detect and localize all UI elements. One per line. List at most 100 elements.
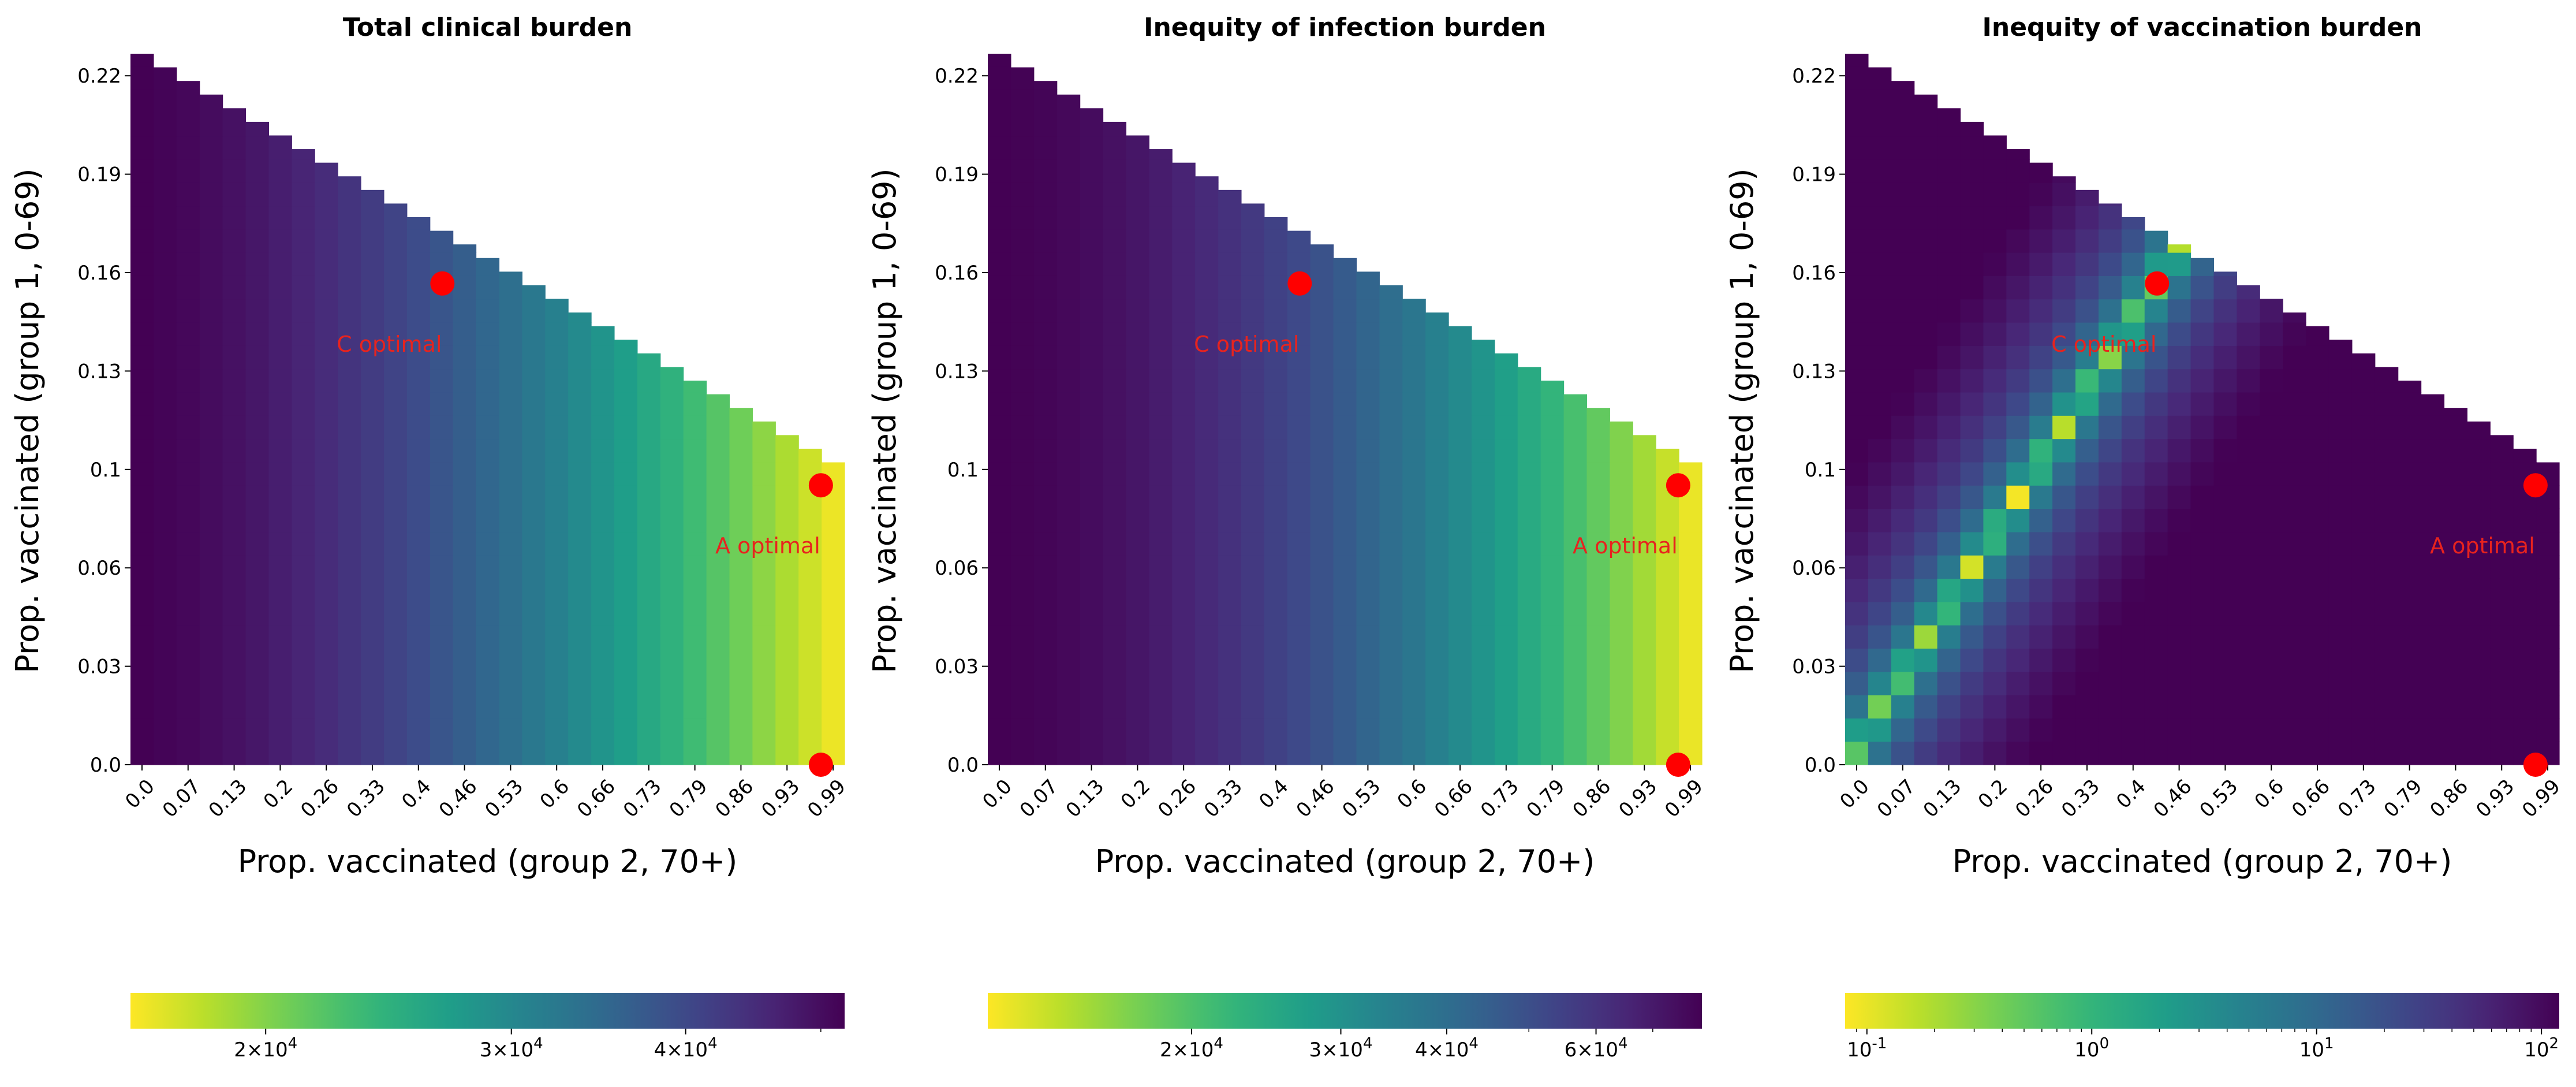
heatmap-cell <box>683 578 707 602</box>
x-tick-label: 0.86 <box>2426 775 2473 822</box>
heatmap-cell <box>2006 345 2030 370</box>
heatmap-cell <box>1033 113 1058 137</box>
heatmap-cell <box>361 578 384 602</box>
heatmap-cell <box>1937 671 1961 695</box>
heatmap-cell <box>2421 555 2445 579</box>
heatmap-cell <box>2421 461 2445 486</box>
heatmap-cell <box>130 206 154 230</box>
heatmap-cell <box>292 555 315 579</box>
heatmap-cell <box>1264 345 1288 370</box>
heatmap-cell <box>660 508 684 533</box>
heatmap-cell <box>1425 368 1449 393</box>
heatmap-cell <box>1937 648 1961 672</box>
heatmap-cell <box>2467 741 2491 765</box>
heatmap-cell <box>199 299 223 323</box>
heatmap-cell <box>1960 229 1984 253</box>
heatmap-cell <box>2444 578 2467 602</box>
heatmap-cell <box>406 648 431 672</box>
heatmap-cell <box>2490 555 2514 579</box>
heatmap-cell <box>176 485 200 509</box>
heatmap-cell <box>2421 671 2445 695</box>
heatmap-cell <box>199 531 223 556</box>
heatmap-cell <box>476 368 500 393</box>
heatmap-cell <box>222 183 247 207</box>
heatmap-cell <box>988 299 1011 323</box>
heatmap-cell <box>1080 322 1104 346</box>
heatmap-cell <box>2006 741 2030 765</box>
heatmap-cell <box>1195 415 1219 440</box>
heatmap-cell <box>1891 229 1915 253</box>
heatmap-cell <box>1540 380 1565 393</box>
heatmap-cell <box>2098 718 2122 742</box>
heatmap-cell <box>222 578 247 602</box>
heatmap-cell <box>637 555 661 579</box>
heatmap-cell <box>1845 461 1869 486</box>
x-tick-label: 0.53 <box>2195 775 2242 822</box>
heatmap-cell <box>430 578 454 602</box>
heatmap-cell <box>1010 625 1035 649</box>
heatmap-cell <box>752 601 776 626</box>
heatmap-cell <box>637 485 661 509</box>
heatmap-cell <box>245 415 270 440</box>
heatmap-cell <box>1172 368 1196 393</box>
colorbar: 10-1 100 101 102 <box>1845 993 2559 1062</box>
heatmap-cell <box>199 206 223 230</box>
heatmap-cell <box>1218 276 1242 300</box>
heatmap-cell <box>1287 461 1311 486</box>
heatmap-cell <box>406 718 431 742</box>
heatmap-cell <box>130 345 154 370</box>
heatmap-cell <box>2375 368 2399 393</box>
heatmap-cell <box>430 508 454 533</box>
heatmap-cell <box>1845 113 1869 137</box>
heatmap-cell <box>153 485 177 509</box>
heatmap-cell <box>2144 508 2168 533</box>
heatmap-cell <box>453 276 477 300</box>
heatmap-cell <box>130 741 154 765</box>
heatmap-cell <box>2213 601 2237 626</box>
heatmap-cell <box>1937 108 1961 113</box>
heatmap-cell <box>2006 531 2030 556</box>
heatmap-cell <box>2190 695 2215 719</box>
heatmap-cell <box>268 415 292 440</box>
heatmap-cell <box>683 380 707 393</box>
heatmap-cell <box>430 485 454 509</box>
heatmap-cell <box>2052 671 2076 695</box>
heatmap-cell <box>1218 555 1242 579</box>
heatmap-cell <box>1356 601 1380 626</box>
heatmap-cell <box>614 345 638 370</box>
heatmap-cell <box>1891 555 1915 579</box>
optimal-annotation: C optimal <box>2051 332 2156 357</box>
y-tick-labels: 0.00.030.060.10.130.160.190.22 <box>935 65 988 777</box>
heatmap-cell <box>2121 485 2145 509</box>
heatmap-cell <box>153 89 177 113</box>
heatmap-cell <box>1983 718 2007 742</box>
heatmap-cell <box>1540 648 1565 672</box>
heatmap-cell <box>499 625 522 649</box>
heatmap-cell <box>1891 322 1915 346</box>
heatmap-cell <box>1010 718 1035 742</box>
heatmap-cell <box>2052 252 2076 276</box>
heatmap-cell <box>2213 485 2237 509</box>
heatmap-cell <box>2260 625 2283 649</box>
heatmap-cell <box>1960 625 1984 649</box>
heatmap-cell <box>2328 578 2353 602</box>
heatmap-cell <box>1960 461 1984 486</box>
heatmap-cell <box>245 121 270 137</box>
x-tick-label: 0.53 <box>1338 775 1385 822</box>
heatmap-cell <box>1983 485 2007 509</box>
heatmap-cell <box>199 94 223 113</box>
heatmap-cell <box>1080 108 1104 113</box>
heatmap-cell <box>2306 578 2329 602</box>
heatmap-cell <box>1264 601 1288 626</box>
heatmap-cell <box>1494 695 1518 719</box>
heatmap-cell <box>1010 113 1035 137</box>
heatmap-cell <box>453 415 477 440</box>
heatmap-cell <box>1149 508 1173 533</box>
heatmap-cell <box>1264 555 1288 579</box>
heatmap-cell <box>1960 345 1984 370</box>
heatmap-cell <box>292 322 315 346</box>
heatmap-cell <box>1845 66 1869 90</box>
heatmap-cell <box>1126 601 1149 626</box>
heatmap-cell <box>568 671 592 695</box>
heatmap-cell <box>1056 113 1081 137</box>
